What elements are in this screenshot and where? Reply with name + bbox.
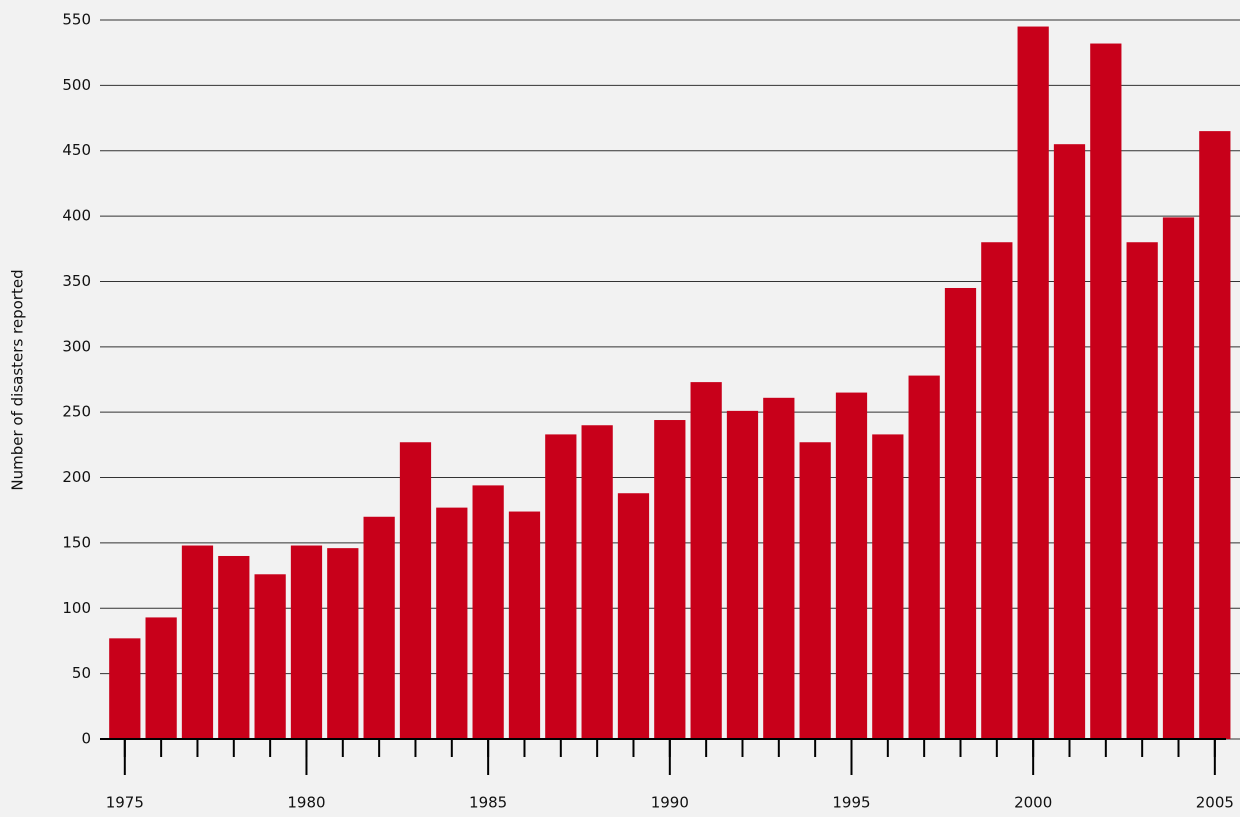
bar bbox=[364, 517, 395, 739]
y-tick-label: 150 bbox=[62, 533, 91, 551]
y-tick-label: 450 bbox=[62, 141, 91, 159]
y-tick-label: 0 bbox=[81, 730, 91, 748]
y-tick-label: 250 bbox=[62, 403, 91, 421]
bar bbox=[327, 548, 358, 739]
x-tick-label: 1985 bbox=[469, 794, 507, 812]
bar bbox=[763, 398, 794, 739]
y-tick-label: 50 bbox=[72, 664, 91, 682]
x-tick-label: 2005 bbox=[1196, 794, 1234, 812]
y-tick-label: 100 bbox=[62, 599, 91, 617]
x-tick-label: 1995 bbox=[832, 794, 870, 812]
bar bbox=[1163, 217, 1194, 739]
bar bbox=[727, 411, 758, 739]
bar bbox=[945, 288, 976, 739]
bar bbox=[909, 376, 940, 739]
x-tick-label: 2000 bbox=[1014, 794, 1052, 812]
bar bbox=[473, 485, 504, 739]
bar bbox=[1054, 144, 1085, 739]
bar bbox=[800, 442, 831, 739]
bar bbox=[618, 493, 649, 739]
bar bbox=[1090, 44, 1121, 739]
bar bbox=[981, 242, 1012, 739]
bar bbox=[509, 512, 540, 739]
bar bbox=[218, 556, 249, 739]
bar bbox=[1127, 242, 1158, 739]
y-tick-label: 400 bbox=[62, 207, 91, 225]
bar bbox=[545, 434, 576, 739]
x-tick-label: 1980 bbox=[287, 794, 325, 812]
bar bbox=[146, 617, 177, 739]
bar bbox=[291, 546, 322, 739]
chart: Number of disasters reported 0 50 100 150 20… bbox=[0, 0, 1240, 817]
bar bbox=[582, 425, 613, 739]
bar bbox=[1018, 27, 1049, 739]
x-tick-label: 1990 bbox=[651, 794, 689, 812]
bar bbox=[1199, 131, 1230, 739]
bar bbox=[836, 393, 867, 739]
y-tick-label: 550 bbox=[62, 11, 91, 29]
bar bbox=[182, 546, 213, 739]
y-tick-label: 200 bbox=[62, 468, 91, 486]
y-tick-label: 300 bbox=[62, 337, 91, 355]
bar bbox=[109, 638, 140, 739]
bar bbox=[255, 574, 286, 739]
bar bbox=[436, 508, 467, 739]
bar bbox=[872, 434, 903, 739]
bar bbox=[400, 442, 431, 739]
y-axis-label: Number of disasters reported bbox=[9, 269, 27, 490]
y-tick-label: 350 bbox=[62, 272, 91, 290]
y-tick-label: 500 bbox=[62, 76, 91, 94]
bar bbox=[654, 420, 685, 739]
x-tick-label: 1975 bbox=[106, 794, 144, 812]
bar bbox=[691, 382, 722, 739]
